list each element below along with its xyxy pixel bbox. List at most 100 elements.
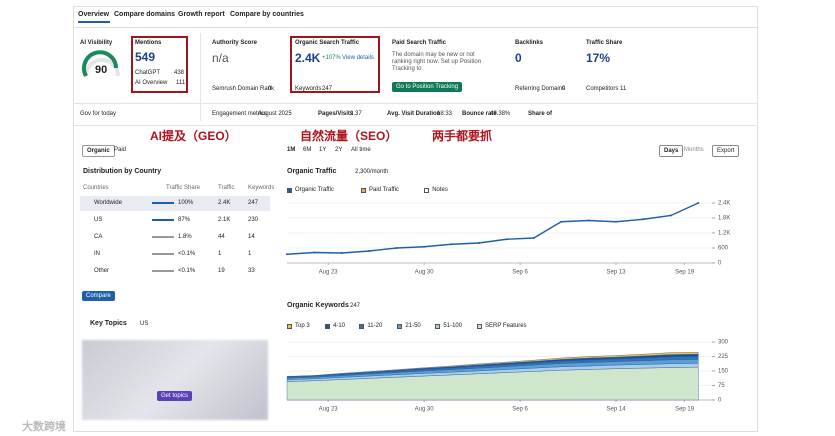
metric-label: Traffic Share	[586, 40, 623, 46]
gauge-track	[84, 58, 120, 77]
share-bar	[152, 236, 174, 238]
point	[505, 238, 508, 241]
cell: 14	[248, 234, 255, 240]
section-title: Distribution by Country	[83, 168, 162, 175]
share-bar	[152, 202, 174, 204]
point	[642, 218, 645, 221]
legend-label[interactable]: Top 3	[295, 323, 310, 329]
point	[532, 237, 535, 239]
metric-label: AI Visibility	[80, 40, 113, 46]
button[interactable]: Go to Position Tracking	[392, 82, 463, 92]
range[interactable]: 6M	[303, 147, 312, 153]
legend-swatch	[424, 188, 430, 193]
cell: 44	[218, 234, 225, 240]
cell: 1	[248, 251, 252, 257]
tab[interactable]: Compare domains	[114, 11, 176, 18]
legend-swatch	[397, 324, 403, 329]
range[interactable]: 1Y	[319, 147, 327, 153]
column-header: Countries	[83, 185, 109, 191]
divider	[73, 27, 758, 28]
point	[340, 252, 343, 254]
legend-label[interactable]: 21-50	[405, 323, 421, 329]
cell: 87%	[178, 217, 191, 223]
column-header: Traffic Share	[166, 185, 201, 191]
legend-label[interactable]: SERP Features	[485, 323, 527, 329]
cell: US	[94, 217, 103, 223]
change: +107%	[322, 55, 341, 61]
y-tick-label: 150	[718, 369, 729, 375]
sub-label: Competitors	[586, 86, 619, 92]
tab-underline	[78, 21, 110, 23]
legend-label[interactable]: Paid Traffic	[369, 187, 399, 193]
sub-label: Referring Domains	[515, 86, 566, 92]
button[interactable]: Compare	[82, 291, 115, 301]
metric-value: 2.4K	[295, 51, 321, 65]
view-toggle[interactable]: Days	[659, 145, 684, 157]
metric-label: Mentions	[135, 40, 162, 46]
chart-title: Organic Keywords	[287, 302, 349, 309]
x-tick-label: Aug 30	[415, 270, 435, 276]
section-title: Key Topics	[90, 320, 127, 327]
sub-value: 438	[174, 70, 185, 76]
button[interactable]: Get topics	[157, 391, 193, 401]
legend-label[interactable]: 51-100	[443, 323, 463, 329]
legend-swatch	[361, 188, 366, 193]
x-tick-label: Aug 23	[319, 407, 339, 413]
country: US	[140, 321, 149, 327]
y-tick-label: 1.2K	[718, 231, 730, 237]
toggle[interactable]: Paid	[114, 147, 127, 153]
range[interactable]: 1M	[287, 147, 296, 153]
tab[interactable]: Compare by countries	[230, 11, 304, 18]
view-toggle[interactable]: Months	[684, 147, 704, 153]
range[interactable]: 2Y	[335, 147, 343, 153]
metric-label: Organic Search Traffic	[295, 40, 360, 46]
cell: 100%	[178, 200, 194, 206]
divider	[73, 103, 758, 104]
x-tick-label: Sep 6	[512, 407, 528, 413]
x-tick-label: Aug 23	[319, 270, 339, 276]
point	[697, 202, 700, 204]
legend-swatch	[287, 188, 292, 193]
link[interactable]: View details	[342, 55, 374, 61]
strip-item: 2.37	[350, 111, 362, 117]
point	[423, 245, 426, 248]
y-tick-label: 75	[718, 383, 725, 389]
strip-item: 48.38%	[490, 111, 511, 117]
point	[450, 243, 453, 246]
row-highlight	[80, 196, 270, 211]
y-tick-label: 600	[718, 246, 729, 252]
cell: Other	[94, 268, 110, 274]
highlight-box	[290, 36, 380, 93]
legend-swatch	[287, 324, 292, 329]
frame	[73, 6, 758, 432]
legend-label[interactable]: Organic Traffic	[295, 187, 334, 193]
button[interactable]: Export	[712, 145, 740, 157]
strip-item: 18:33	[437, 111, 453, 117]
y-tick-label: 1.8K	[718, 216, 730, 222]
y-tick-label: 0	[718, 261, 722, 267]
tab[interactable]: Growth report	[178, 11, 225, 18]
legend-label[interactable]: Notes	[432, 187, 448, 193]
toggle[interactable]: Organic	[82, 145, 115, 157]
sub-label: ChatGPT	[135, 70, 161, 76]
metric-value: 17%	[586, 51, 611, 65]
sub-label: Keywords	[295, 86, 322, 92]
x-tick-label: Sep 19	[675, 407, 695, 413]
tab[interactable]: Overview	[78, 11, 110, 18]
y-tick-label: 2.4K	[718, 201, 730, 207]
legend-label[interactable]: 4-10	[333, 323, 346, 329]
point	[286, 253, 288, 256]
sub-value: 247	[322, 86, 333, 92]
sub-value: 111	[176, 80, 186, 86]
cell: 1.8%	[178, 234, 192, 240]
metric-label: Paid Search Traffic	[392, 40, 447, 46]
metric-value: n/a	[212, 51, 229, 65]
legend-label[interactable]: 11-20	[367, 323, 383, 329]
point	[313, 251, 316, 254]
range[interactable]: All time	[351, 147, 371, 153]
point	[560, 220, 563, 223]
gauge	[82, 50, 120, 77]
metric-label: Authority Score	[212, 40, 258, 46]
x-tick-label: Sep 19	[675, 270, 695, 276]
